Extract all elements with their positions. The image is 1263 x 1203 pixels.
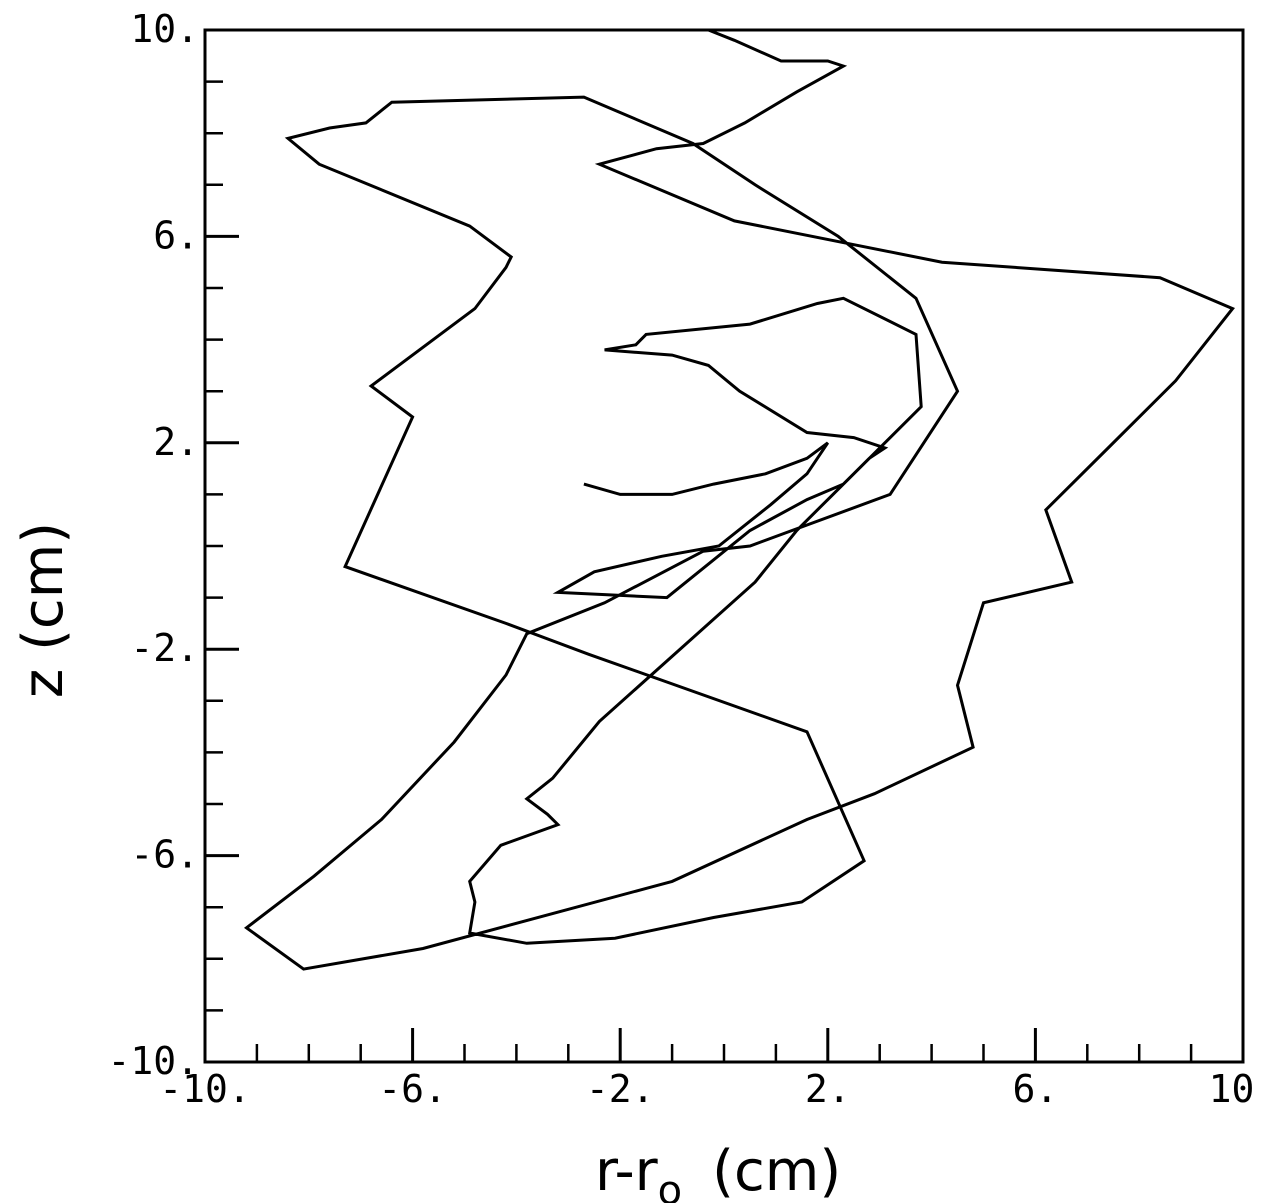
x-axis-label-subscript: o — [658, 1168, 682, 1203]
y-tick-label: 10. — [130, 7, 199, 51]
plot-frame — [203, 28, 1245, 1064]
y-tick-label: -2. — [130, 626, 199, 670]
y-tick-label: 6. — [153, 213, 199, 257]
y-tick-label: -10. — [107, 1039, 199, 1083]
y-tick-label: -6. — [130, 833, 199, 877]
y-tick-label: 2. — [153, 420, 199, 464]
tick-labels: -10. -6. -2. 2. 6. 10. 10. 6. 2. -2. -6. -10. — [107, 7, 1263, 1111]
x-tick-label: -2. — [586, 1067, 655, 1111]
trajectory-line — [243, 28, 1235, 971]
major-ticks — [203, 28, 1245, 1064]
x-tick-label: -10. — [159, 1067, 251, 1111]
x-tick-label: 6. — [1013, 1067, 1059, 1111]
x-axis-label-main: r-r — [595, 1139, 659, 1203]
x-axis-label: r-ro (cm) — [595, 1139, 841, 1203]
x-tick-label: -6. — [378, 1067, 447, 1111]
x-axis-label-unit: (cm) — [712, 1139, 841, 1203]
minor-ticks — [205, 80, 1193, 1062]
series-layer — [243, 28, 1235, 971]
y-axis-label: z (cm) — [11, 522, 76, 698]
x-tick-label: 10. — [1209, 1067, 1263, 1111]
x-tick-label: 2. — [805, 1067, 851, 1111]
